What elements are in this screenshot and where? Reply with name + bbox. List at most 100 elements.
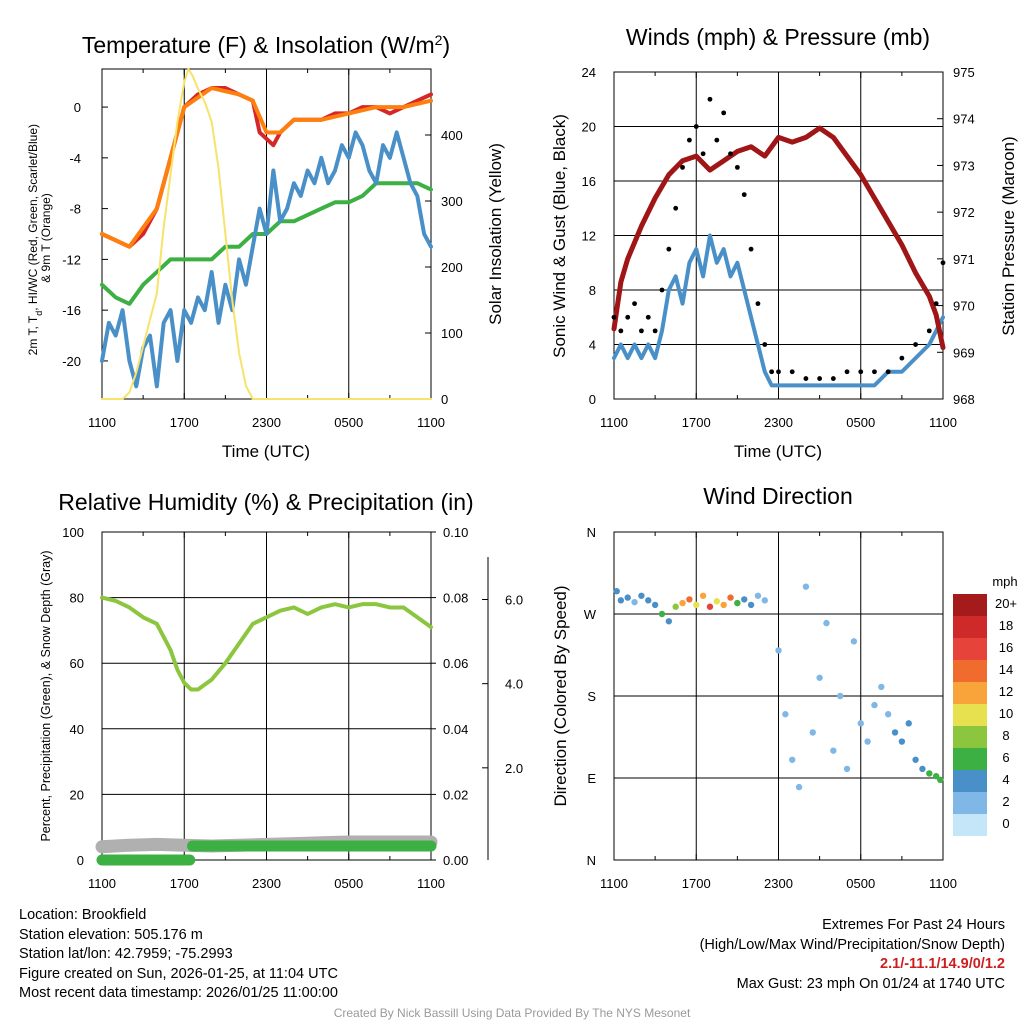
colorbar-swatch [953,748,987,770]
gust-point [707,96,713,102]
colorbar-label: 8 [1002,728,1009,743]
snow-depth-tick-label: 4.0 [505,677,523,692]
direction-point [734,599,741,607]
extremes-values: 2.1/-11.1/14.9/0/1.2 [880,956,1005,972]
wind-direction-xtick-label: 0500 [846,876,875,891]
wind-direction-xtick-label: 1100 [929,876,957,891]
direction-point [926,770,933,777]
gust-point [611,314,617,320]
colorbar-swatch [953,770,987,792]
colorbar-label: 6 [1002,750,1009,765]
gust-point [639,328,644,334]
pressure-ytick-label: 971 [953,252,975,267]
insolation-ytick-label: 100 [441,326,463,341]
direction-point [871,701,878,709]
colorbar-swatch [953,638,987,660]
gust-point [741,192,747,198]
wind-direction-xtick-label: 1100 [600,876,628,891]
gust-point [926,328,932,334]
colorbar-label: 2 [1002,794,1009,809]
direction-point [727,594,734,601]
figure-created: Figure created on Sun, 2026-01-25, at 11… [19,965,338,982]
direction-point [741,596,748,603]
gust-point [899,355,905,361]
direction-ytick-label: N [587,853,596,868]
direction-point [932,772,940,780]
winds-xtick-label: 1100 [600,415,628,430]
colorbar-swatch [953,704,987,726]
insolation-ytick-label: 300 [441,194,463,209]
direction-ytick-label: E [587,771,596,786]
gust-point [940,260,946,266]
insolation-ytick-label: 0 [441,392,448,407]
gust-point [659,287,665,293]
temperature-panel: Temperature (F) & Insolation (W/m2) Time… [26,32,505,461]
gust-point [789,369,795,375]
direction-point [747,601,755,609]
snow-depth-tick-label: 6.0 [505,593,523,608]
gust-point [618,328,624,334]
direction-point [884,711,892,718]
direction-point [830,747,837,754]
temperature-ytick-label: -20 [62,354,81,369]
pressure-ytick-label: 970 [953,299,975,314]
station-elevation: Station elevation: 505.176 m [19,926,203,943]
direction-point [898,738,906,745]
direction-point [789,756,796,763]
humidity-xtick-label: 2300 [252,876,281,891]
direction-point [631,598,638,606]
gust-point [769,369,775,375]
gust-point [817,376,823,381]
direction-point [775,647,782,654]
extremes-info: Extremes For Past 24 Hours (High/Low/Max… [700,916,1005,994]
temperature-xtick-label: 2300 [252,415,281,430]
pressure-ytick-label: 968 [953,392,975,407]
gust-point [872,369,877,375]
gust-point [632,301,637,307]
colorbar-title: mph [992,574,1017,589]
direction-point [843,765,851,773]
direction-point [782,711,789,718]
direction-point [658,610,666,618]
winds-ylabel: Sonic Wind & Gust (Blue, Black) [550,114,569,358]
precip-ytick-label: 0.06 [443,656,468,671]
colorbar-swatch [953,594,987,616]
temperature-ytick-label: -4 [69,151,81,166]
pressure-line [611,125,946,351]
gust-point [728,151,733,157]
direction-point [912,756,919,763]
winds-panel: Winds (mph) & Pressure (mb) Time (UTC) S… [550,24,1018,461]
colorbar-label: 10 [999,706,1013,721]
temperature-xlabel: Time (UTC) [222,442,310,461]
wind-direction-ylabel: Direction (Colored By Speed) [551,585,570,806]
gust-point [666,246,672,252]
wind-direction-panel: Wind Direction Direction (Colored By Spe… [551,483,1018,891]
direction-point [699,592,707,599]
gust-point [625,314,631,320]
direction-ytick-label: S [587,689,596,704]
temperature-series-4 [101,68,432,400]
precip-ytick-label: 0.10 [443,525,468,540]
direction-point [802,583,810,590]
colorbar-label: 14 [999,662,1013,677]
colorbar-swatch [953,792,987,814]
gust-point [803,376,809,381]
humidity-xtick-label: 1100 [417,876,445,891]
direction-ytick-label: N [587,525,596,540]
winds-ytick-label: 24 [582,65,596,80]
gust-point [645,314,651,320]
gust-point [748,246,754,252]
gust-point [673,205,679,211]
direction-point [638,592,645,599]
temperature-ytick-label: 0 [74,100,81,115]
colorbar-swatch [953,616,987,638]
direction-point [713,598,721,605]
precip-ytick-label: 0.08 [443,591,468,606]
pressure-ytick-label: 969 [953,345,975,360]
direction-point [905,720,912,727]
colorbar-label: 16 [999,640,1013,655]
temperature-title: Temperature (F) & Insolation (W/m2) [82,32,450,58]
humidity-ytick-label: 60 [70,656,84,671]
gust-point [913,342,918,347]
